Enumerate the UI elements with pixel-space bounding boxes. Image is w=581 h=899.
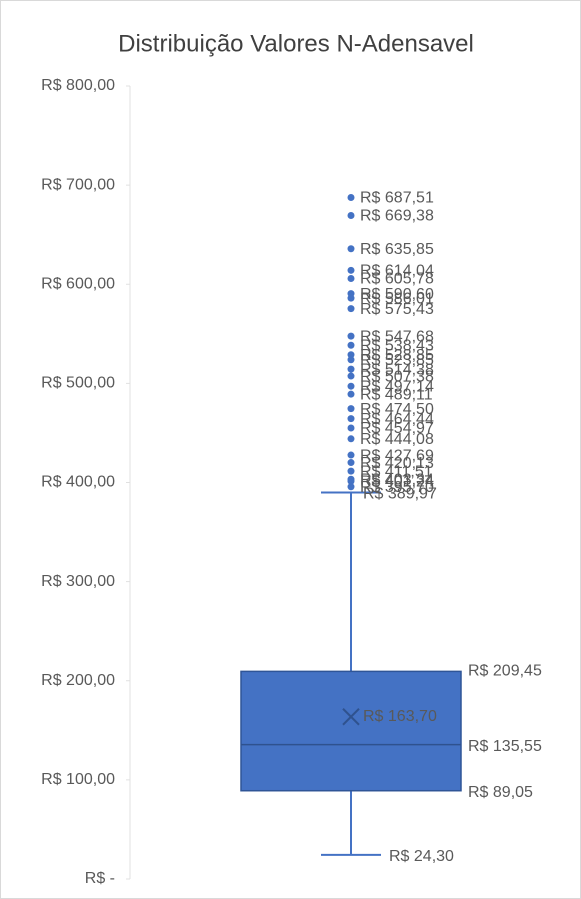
- data-label: R$ 163,70: [363, 708, 437, 725]
- data-label: R$ 605,78: [360, 271, 434, 288]
- chart-title: Distribuição Valores N-Adensavel: [118, 30, 474, 57]
- outlier: [347, 382, 355, 390]
- data-label: R$ 590,60: [360, 286, 434, 303]
- outlier: [347, 332, 355, 340]
- data-label: R$ 507,38: [360, 368, 434, 385]
- data-label: R$ 389,97: [363, 486, 437, 503]
- y-tick-label: R$ 700,00: [41, 176, 115, 193]
- outlier: [347, 415, 355, 423]
- mean-marker: [342, 708, 360, 726]
- data-label: R$ 489,11: [360, 386, 433, 403]
- box: [240, 670, 462, 792]
- outlier: [347, 405, 355, 413]
- outlier: [347, 365, 355, 373]
- data-label: R$ 209,45: [468, 663, 542, 680]
- outlier: [347, 211, 355, 219]
- data-label: R$ 635,85: [360, 241, 434, 258]
- data-label: R$ 575,43: [360, 301, 434, 318]
- y-tick-label: R$ 100,00: [41, 771, 115, 788]
- outlier: [347, 294, 355, 302]
- outlier: [347, 341, 355, 349]
- data-label: R$ 586,01: [360, 290, 434, 307]
- data-label: R$ 454,97: [360, 420, 434, 437]
- data-label: R$ 669,38: [360, 208, 434, 225]
- outlier: [347, 467, 355, 475]
- data-label: R$ 395,70: [360, 479, 434, 496]
- data-label: R$ 427,69: [360, 447, 434, 464]
- mean-stroke: [342, 708, 360, 726]
- y-tick-label: R$ 400,00: [41, 474, 115, 491]
- outlier: [347, 194, 355, 202]
- data-label: R$ 687,51: [360, 190, 434, 207]
- data-label: R$ 464,44: [360, 411, 434, 428]
- outlier: [347, 351, 355, 359]
- outlier: [347, 424, 355, 432]
- data-label: R$ 523,85: [360, 352, 434, 369]
- data-label: R$ 538,43: [360, 338, 434, 355]
- outlier: [347, 275, 355, 283]
- data-label: R$ 401,24: [360, 473, 434, 490]
- data-label: R$ 444,08: [360, 431, 434, 448]
- outlier: [347, 390, 355, 398]
- outlier: [347, 372, 355, 380]
- data-label: R$ 403,34: [360, 471, 434, 488]
- outlier: [347, 356, 355, 364]
- outlier: [347, 266, 355, 274]
- y-tick-label: R$ 300,00: [41, 573, 115, 590]
- y-tick-label: R$ -: [85, 870, 115, 887]
- outlier: [347, 245, 355, 253]
- data-label: R$ 614,04: [360, 263, 434, 280]
- data-label: R$ 24,30: [389, 848, 454, 865]
- data-label: R$ 547,68: [360, 328, 434, 345]
- data-label: R$ 135,55: [468, 738, 542, 755]
- y-tick-label: R$ 800,00: [41, 77, 115, 94]
- outlier: [347, 435, 355, 443]
- outlier: [347, 459, 355, 467]
- data-label: R$ 420,13: [360, 455, 434, 472]
- y-tick-label: R$ 200,00: [41, 672, 115, 689]
- data-label: R$ 474,50: [360, 401, 434, 418]
- data-label: R$ 411,51: [360, 463, 433, 480]
- y-tick-label: R$ 600,00: [41, 275, 115, 292]
- outlier: [347, 451, 355, 459]
- data-label: R$ 528,85: [360, 347, 434, 364]
- data-label: R$ 89,05: [468, 784, 533, 801]
- y-tick-label: R$ 500,00: [41, 375, 115, 392]
- outlier: [347, 305, 355, 313]
- data-label: R$ 514,38: [360, 361, 434, 378]
- data-label: R$ 497,14: [360, 378, 434, 395]
- outlier: [347, 483, 355, 491]
- outlier: [347, 477, 355, 485]
